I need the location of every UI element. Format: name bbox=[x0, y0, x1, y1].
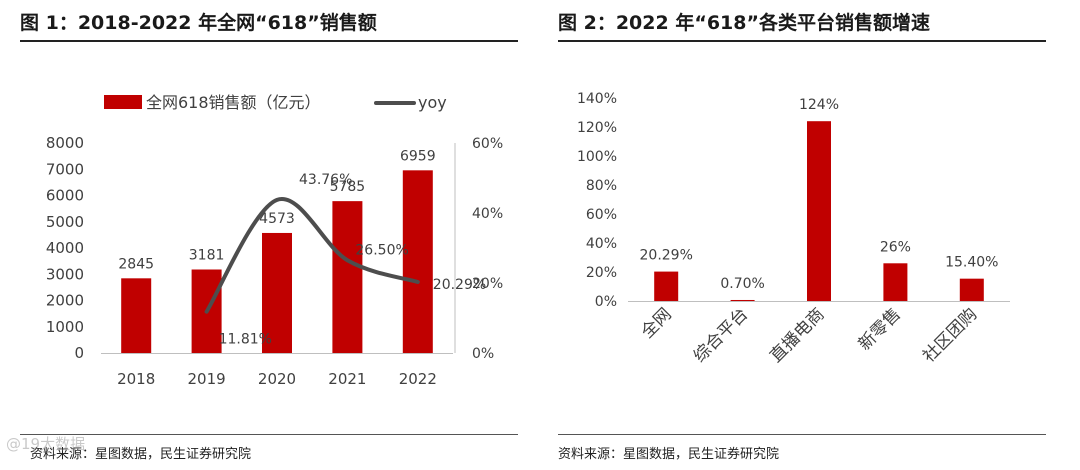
bar-label-growth-全网: 20.29% bbox=[640, 248, 693, 264]
figure1-title-rule bbox=[20, 40, 518, 42]
y-left-tick-label: 5000 bbox=[46, 213, 84, 231]
x-tick-label: 全网 bbox=[638, 304, 676, 342]
figure2-title-rule bbox=[558, 40, 1046, 42]
bar-growth-综合平台 bbox=[730, 299, 755, 301]
bar-label-growth-直播电商: 124% bbox=[799, 97, 839, 113]
y-right-tick-label: 40% bbox=[472, 206, 503, 222]
bar-label-sales-2022: 6959 bbox=[400, 148, 436, 164]
y-left-tick-label: 6000 bbox=[46, 187, 84, 205]
x-tick-label: 社区团购 bbox=[919, 304, 981, 366]
bar-sales-2018 bbox=[121, 278, 152, 353]
y-tick-label: 0% bbox=[595, 294, 617, 310]
bar-label-growth-新零售: 26% bbox=[880, 239, 911, 255]
bar-label-sales-2021: 5785 bbox=[330, 179, 366, 195]
y-left-tick-label: 8000 bbox=[46, 134, 84, 152]
y-right-tick-label: 60% bbox=[472, 136, 503, 152]
point-label-yoy-2021: 26.50% bbox=[355, 242, 408, 258]
x-tick-label: 新零售 bbox=[855, 304, 905, 354]
y-left-tick-label: 1000 bbox=[46, 318, 84, 336]
bar-growth-新零售 bbox=[883, 263, 908, 301]
y-right-tick-label: 20% bbox=[472, 276, 503, 292]
figure1-source: 资料来源：星图数据，民生证券研究院 bbox=[30, 447, 252, 462]
x-tick-label: 2020 bbox=[258, 370, 296, 388]
x-tick-label: 综合平台 bbox=[690, 304, 752, 366]
point-label-yoy-2019: 11.81% bbox=[219, 332, 272, 348]
y-tick-label: 100% bbox=[577, 149, 617, 165]
y-left-tick-label: 0 bbox=[74, 344, 84, 362]
y-left-tick-label: 3000 bbox=[46, 265, 84, 283]
bar-sales-2022 bbox=[402, 170, 433, 353]
y-left-tick-label: 4000 bbox=[46, 239, 84, 257]
figure2-source: 资料来源：星图数据，民生证券研究院 bbox=[558, 447, 780, 462]
legend-label-yoy: yoy bbox=[418, 93, 447, 112]
legend-label-sales: 全网618销售额（亿元） bbox=[146, 93, 321, 112]
x-tick-label: 2022 bbox=[399, 370, 437, 388]
y-tick-label: 120% bbox=[577, 120, 617, 136]
bar-label-sales-2020: 4573 bbox=[259, 211, 295, 227]
x-tick-label: 2018 bbox=[117, 370, 155, 388]
watermark: @19大数据 bbox=[6, 435, 86, 453]
y-tick-label: 140% bbox=[577, 91, 617, 107]
x-tick-label: 2021 bbox=[328, 370, 366, 388]
figure2-title: 图 2：2022 年“618”各类平台销售额增速 bbox=[558, 12, 930, 34]
legend-swatch-sales bbox=[104, 95, 142, 109]
figure2-bottom-rule bbox=[558, 434, 1046, 435]
bar-label-growth-综合平台: 0.70% bbox=[720, 276, 764, 292]
figure1-title: 图 1：2018-2022 年全网“618”销售额 bbox=[20, 12, 377, 34]
y-tick-label: 40% bbox=[586, 236, 617, 252]
bar-label-sales-2018: 2845 bbox=[118, 256, 154, 272]
bar-sales-2020 bbox=[262, 232, 292, 353]
bar-growth-全网 bbox=[654, 271, 679, 301]
x-tick-label: 2019 bbox=[188, 370, 226, 388]
point-label-yoy-2020: 43.76% bbox=[299, 172, 352, 188]
y-tick-label: 80% bbox=[586, 178, 617, 194]
point-label-yoy-2022: 20.29% bbox=[433, 277, 486, 293]
y-right-tick-label: 0% bbox=[472, 346, 494, 362]
bar-label-sales-2019: 3181 bbox=[189, 247, 225, 263]
bar-label-growth-社区团购: 15.40% bbox=[945, 255, 998, 271]
y-left-tick-label: 7000 bbox=[46, 160, 84, 178]
line-yoy bbox=[204, 197, 420, 314]
bar-growth-社区团购 bbox=[959, 278, 984, 301]
y-left-tick-label: 2000 bbox=[46, 292, 84, 310]
figure1-bottom-rule bbox=[20, 434, 518, 435]
y-tick-label: 20% bbox=[586, 265, 617, 281]
y-tick-label: 60% bbox=[586, 207, 617, 223]
bar-growth-直播电商 bbox=[807, 121, 831, 301]
bar-sales-2021 bbox=[332, 201, 363, 353]
x-tick-label: 直播电商 bbox=[766, 304, 828, 366]
